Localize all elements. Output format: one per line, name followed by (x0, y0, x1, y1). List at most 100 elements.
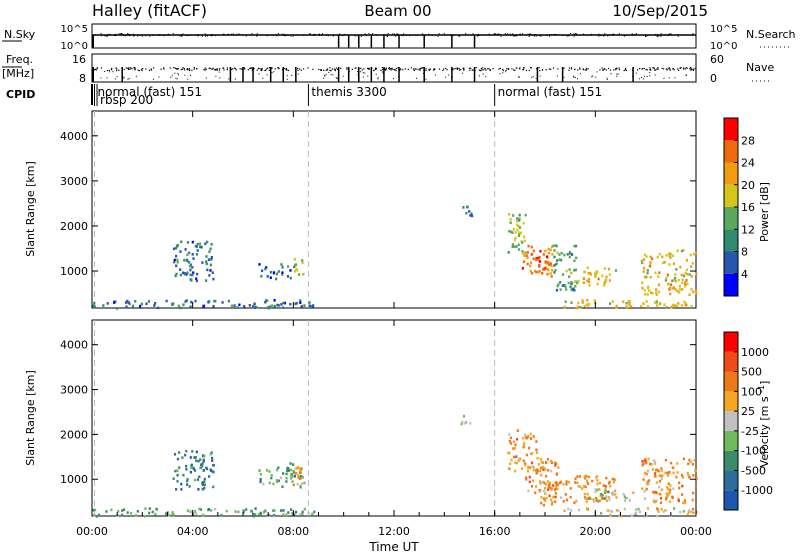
data-point (208, 250, 211, 253)
colorbar-segment (724, 207, 738, 230)
data-point (585, 479, 588, 483)
nsky-point (458, 35, 460, 37)
nsky-point (493, 33, 495, 35)
freq-point (692, 69, 694, 71)
freq-point (232, 68, 234, 70)
data-point (233, 304, 236, 307)
data-point (186, 271, 189, 275)
data-point (259, 480, 262, 484)
data-point (302, 273, 305, 276)
data-point (598, 488, 601, 491)
freq-point (402, 69, 404, 71)
data-point (174, 469, 177, 473)
data-point (665, 306, 668, 309)
data-point (189, 510, 192, 513)
nsky-point (516, 35, 518, 37)
data-point (168, 513, 171, 517)
data-point (618, 513, 621, 517)
freq-point (522, 67, 525, 69)
data-point (516, 217, 519, 220)
freq-point (211, 68, 213, 70)
freq-point (442, 69, 444, 72)
data-point (189, 456, 192, 459)
colorbar-tick-label: 500 (741, 366, 762, 379)
freq-point (487, 68, 489, 70)
freq-point (399, 68, 401, 70)
data-point (586, 507, 589, 510)
freq-point (351, 68, 353, 71)
data-point (185, 258, 188, 262)
data-point (293, 270, 296, 273)
time-axis: 00:00 04:00 08:00 12:00 16:00 20:00 00:00 (76, 111, 712, 538)
nsky-point (592, 34, 594, 36)
freq-point (539, 69, 541, 72)
nsky-point (303, 34, 305, 36)
data-point (594, 274, 597, 278)
data-point (566, 498, 569, 502)
data-point (546, 480, 550, 483)
data-point (608, 498, 611, 501)
data-point (95, 515, 98, 518)
data-point (649, 275, 652, 279)
data-point (665, 471, 669, 475)
data-point (153, 304, 156, 307)
data-point (677, 499, 680, 503)
colorbar-segment (724, 251, 738, 274)
data-point (203, 487, 206, 490)
freq-point (326, 68, 329, 70)
data-point (644, 275, 647, 279)
colorbar-tick-label: 8 (741, 246, 748, 259)
nsky-point (492, 34, 494, 36)
nsky-point (505, 33, 507, 35)
freq-point (336, 68, 339, 70)
data-point (175, 272, 178, 276)
data-point (548, 481, 552, 485)
nsky-point (157, 34, 159, 36)
data-point (530, 245, 533, 249)
nsky-point (520, 34, 522, 36)
nave-point (128, 77, 130, 79)
nsky-point (692, 35, 694, 37)
data-point (670, 306, 673, 309)
data-point (681, 288, 684, 291)
freq-point (234, 68, 236, 70)
data-point (694, 476, 697, 480)
data-point (672, 471, 675, 475)
freq-point (545, 69, 547, 71)
data-point (254, 306, 257, 309)
data-point (540, 501, 543, 505)
data-point (540, 473, 543, 477)
nsky-point (520, 33, 522, 35)
data-point (540, 466, 543, 470)
data-point (672, 466, 675, 470)
nsky-point (172, 33, 174, 35)
data-point (195, 279, 198, 283)
data-point (668, 288, 671, 291)
nave-point (234, 78, 236, 80)
data-point (581, 301, 584, 304)
data-point (549, 459, 553, 463)
nave-point (649, 75, 651, 77)
data-point (654, 490, 657, 494)
freq-point (264, 69, 266, 72)
data-point (200, 245, 203, 249)
data-point (299, 477, 302, 480)
data-point (537, 270, 540, 274)
data-point (285, 472, 288, 476)
data-point (692, 252, 695, 256)
data-point (518, 219, 521, 222)
nave-point (573, 76, 575, 78)
nsky-point (660, 33, 662, 35)
nsky-point (332, 35, 334, 37)
data-point (234, 510, 237, 513)
nave-point (539, 75, 541, 77)
data-point (308, 301, 311, 304)
nsky-point (409, 35, 411, 37)
freq-point (182, 67, 184, 69)
data-point (555, 262, 558, 266)
data-point (608, 273, 611, 276)
colorbar-tick-label: 16 (741, 201, 755, 214)
nsky-point (609, 34, 611, 36)
data-point (605, 275, 608, 279)
